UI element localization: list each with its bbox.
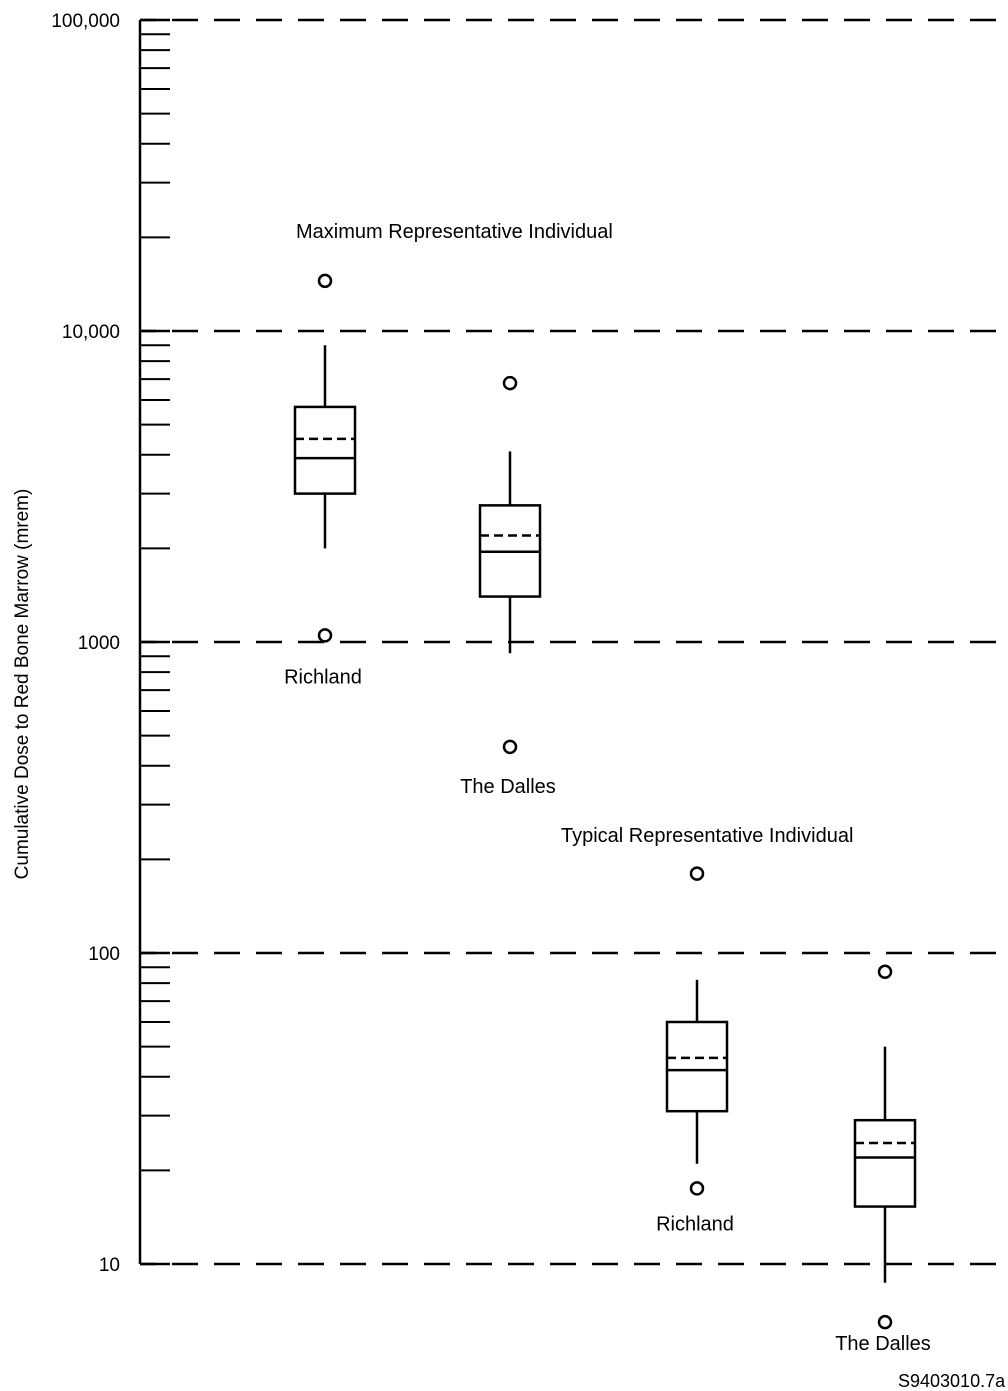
y-tick-label: 1000 [78,633,120,654]
box-iqr [293,405,357,495]
outlier-low-point [689,1181,705,1196]
box-iqr [853,1118,917,1208]
outlier-high-point [689,866,705,881]
y-axis-label: Cumulative Dose to Red Bone Marrow (mrem… [12,489,33,880]
outlier-high-point [317,273,333,289]
gridlines [140,18,1008,1266]
outlier-high-point [877,964,893,980]
group-label-typical: Typical Representative Individual [561,825,853,847]
outlier-low-point [502,739,518,755]
outlier-high-point [502,375,518,391]
box-label: Richland [284,666,362,688]
box-iqr [665,1020,729,1113]
y-tick-label: 100 [88,944,120,965]
outlier-low-point [877,1314,893,1330]
figure-id: S9403010.7a [898,1371,1006,1391]
box-label: Richland [656,1213,734,1235]
box-label: The Dalles [835,1333,931,1355]
box-series: Richland The Dalles Richland The Dalles [284,273,931,1355]
box-richland-maximum: Richland [284,273,362,688]
box-the-dalles-maximum: The Dalles [460,375,556,798]
y-axis-tick-labels: 10 100 1000 10,000 100,000 [51,11,170,1276]
group-label-maximum: Maximum Representative Individual [296,221,613,243]
y-tick-label: 10 [99,1255,120,1276]
y-tick-label: 100,000 [51,11,120,32]
box-richland-typical: Richland [656,866,734,1235]
y-axis-minor-ticks [140,33,170,1172]
outlier-low-point [317,628,333,643]
y-tick-label: 10,000 [62,322,120,343]
box-the-dalles-typical: The Dalles [835,964,931,1355]
box-label: The Dalles [460,776,556,798]
